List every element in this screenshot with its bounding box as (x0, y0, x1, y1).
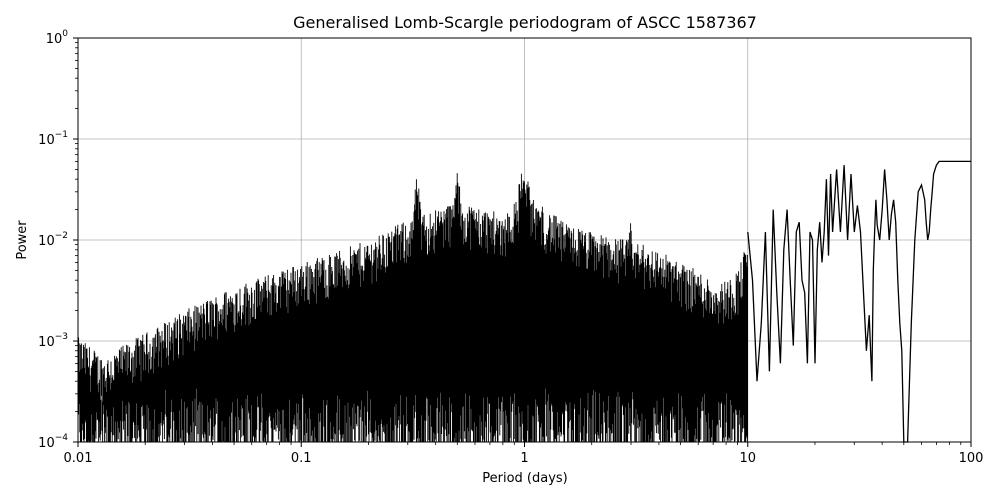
x-axis-ticks: 0.01 0.1 1 10 100 (64, 442, 984, 466)
x-tick-label: 0.01 (64, 451, 93, 466)
x-tick-label: 0.1 (291, 451, 312, 466)
y-tick-label: 10−3 (38, 332, 68, 350)
x-tick-label: 10 (739, 451, 756, 466)
y-tick-label: 10−1 (38, 130, 68, 148)
chart-title: Generalised Lomb-Scargle periodogram of … (293, 13, 757, 32)
x-tick-label: 1 (520, 451, 528, 466)
y-axis-ticks: 10−4 10−3 10−2 10−1 100 (38, 29, 78, 451)
y-tick-label: 100 (46, 29, 69, 47)
y-tick-label: 10−2 (38, 231, 68, 249)
x-axis-label: Period (days) (482, 471, 568, 486)
x-tick-label: 100 (959, 451, 984, 466)
periodogram-series-line (747, 160, 971, 443)
y-axis-label: Power (15, 220, 30, 260)
y-tick-label: 10−4 (38, 433, 68, 451)
